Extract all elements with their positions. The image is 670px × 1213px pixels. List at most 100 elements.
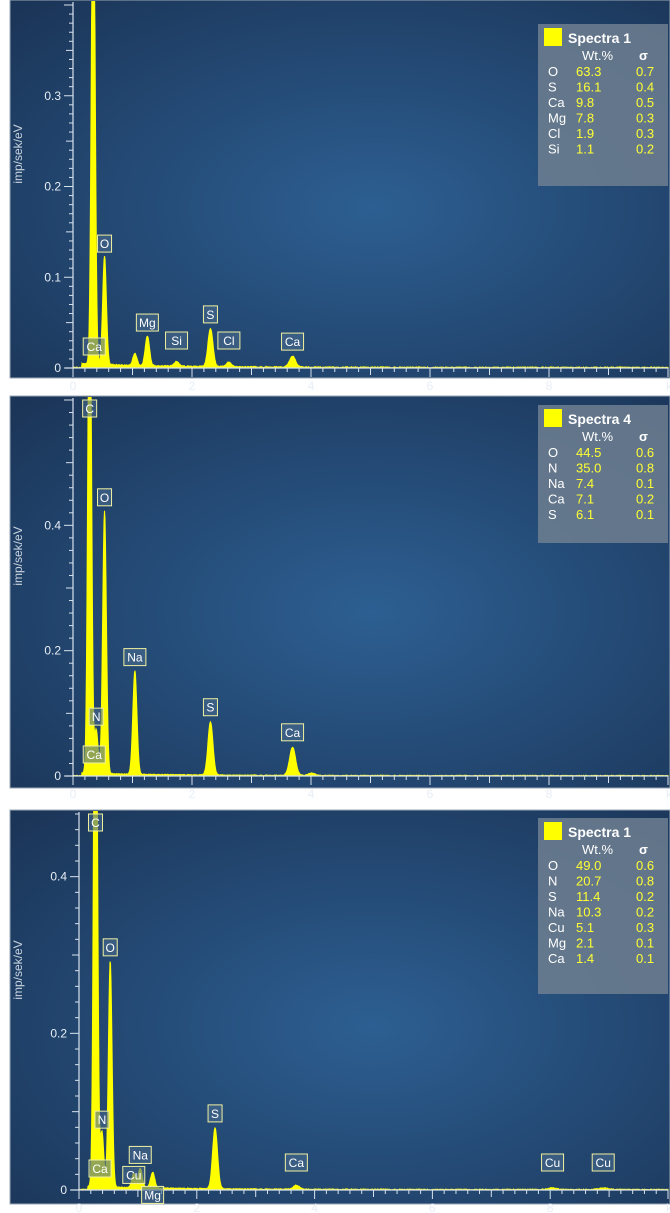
legend: Spectra 4 Wt.% σ O 44.5 0.6 N 35.0 0.8 Na 7.4 0.1 Ca… bbox=[538, 405, 668, 543]
peak-label: S bbox=[211, 1107, 219, 1121]
legend-element: N bbox=[548, 461, 557, 476]
legend-title: Spectra 1 bbox=[568, 30, 631, 46]
peak-label: Ca bbox=[285, 726, 301, 740]
peak-label-box bbox=[97, 488, 113, 507]
y-axis-label: imp/sek/eV bbox=[11, 940, 25, 999]
y-tick-label: 0 bbox=[60, 1183, 67, 1197]
legend-sigma-value: 0.2 bbox=[636, 492, 654, 507]
x-tick-label: 0 bbox=[70, 379, 77, 393]
legend-swatch bbox=[544, 409, 562, 427]
legend-wt-value: 7.4 bbox=[576, 476, 594, 491]
legend-sigma-value: 0.1 bbox=[636, 951, 654, 966]
peak-label: Na bbox=[133, 1148, 149, 1162]
x-tick-label: 2 bbox=[193, 1201, 200, 1213]
peak-label: Mg bbox=[144, 1188, 161, 1202]
legend-element: O bbox=[548, 858, 558, 873]
legend-wt-value: 7.1 bbox=[576, 492, 594, 507]
x-tick-label: 0 bbox=[70, 787, 77, 801]
peak-label-box bbox=[88, 1159, 112, 1178]
peak-label-box bbox=[82, 399, 98, 418]
legend-wt-value: 5.1 bbox=[576, 920, 594, 935]
peak-label: Ca bbox=[285, 335, 301, 349]
legend: Spectra 1 Wt.% σ O 63.3 0.7 S 16.1 0.4 Ca 9.8 0.5 Mg… bbox=[538, 24, 668, 186]
legend-element: Cl bbox=[548, 126, 560, 141]
peak-label-box bbox=[207, 1104, 223, 1123]
legend-sigma-value: 0.3 bbox=[636, 126, 654, 141]
peak-label-box bbox=[284, 1153, 308, 1172]
peak-label-box bbox=[88, 707, 104, 726]
peak-label: Ca bbox=[87, 340, 103, 354]
peak-label-box bbox=[87, 813, 103, 832]
peak-label: C bbox=[91, 816, 100, 830]
x-axis-label: keV bbox=[666, 1201, 670, 1213]
legend-sigma-value: 0.7 bbox=[636, 64, 654, 79]
legend-element: Na bbox=[548, 476, 565, 491]
peak-label: Ca bbox=[92, 1162, 108, 1176]
legend-element: Cu bbox=[548, 920, 565, 935]
legend-header-wt: Wt.% bbox=[582, 429, 613, 444]
peak-label: Cl bbox=[223, 334, 234, 348]
legend-wt-value: 1.4 bbox=[576, 951, 594, 966]
x-tick-label: 4 bbox=[308, 379, 315, 393]
legend-header-sigma: σ bbox=[639, 842, 648, 857]
peak-label-box bbox=[97, 234, 113, 253]
y-tick-label: 0.1 bbox=[44, 270, 61, 284]
peak-label-box bbox=[82, 745, 106, 764]
peak-label-box bbox=[202, 305, 218, 324]
y-tick-label: 0.4 bbox=[44, 518, 61, 532]
legend-wt-value: 9.8 bbox=[576, 95, 594, 110]
peak-label-box bbox=[94, 1110, 110, 1129]
x-tick-label: 0 bbox=[76, 1201, 83, 1213]
legend-element: Ca bbox=[548, 492, 565, 507]
legend-title: Spectra 4 bbox=[568, 411, 631, 427]
legend-wt-value: 6.1 bbox=[576, 507, 594, 522]
legend-sigma-value: 0.2 bbox=[636, 889, 654, 904]
peak-label: C bbox=[85, 402, 94, 416]
peak-label: Cu bbox=[545, 1156, 560, 1170]
legend-background bbox=[538, 24, 668, 186]
spectrum-panel-3: 02468keV00.20.4imp/sek/eVCONaCuNCaMgSCaC… bbox=[9, 809, 670, 1213]
legend-element: N bbox=[548, 874, 557, 889]
spectrum-panel-1: 02468keV00.10.20.3imp/sek/eVOCaMgSiSClCa… bbox=[9, 0, 670, 393]
legend-header-wt: Wt.% bbox=[582, 48, 613, 63]
legend-sigma-value: 0.1 bbox=[636, 476, 654, 491]
legend-wt-value: 1.9 bbox=[576, 126, 594, 141]
legend-element: Ca bbox=[548, 95, 565, 110]
peak-label-box bbox=[281, 723, 305, 742]
legend-background bbox=[538, 818, 668, 994]
legend-element: O bbox=[548, 64, 558, 79]
y-axis-label: imp/sek/eV bbox=[11, 526, 25, 585]
legend-element: Na bbox=[548, 905, 565, 920]
legend-sigma-value: 0.3 bbox=[636, 920, 654, 935]
peak-label-box bbox=[82, 337, 106, 356]
x-tick-label: 8 bbox=[546, 379, 553, 393]
legend-sigma-value: 0.6 bbox=[636, 858, 654, 873]
y-tick-label: 0.4 bbox=[50, 870, 67, 884]
peak-label-box bbox=[217, 331, 241, 350]
x-axis-label: keV bbox=[666, 379, 670, 393]
peak-label: N bbox=[98, 1113, 107, 1127]
legend-wt-value: 1.1 bbox=[576, 142, 594, 157]
peak-label: N bbox=[92, 710, 101, 724]
legend-wt-value: 7.8 bbox=[576, 111, 594, 126]
peak-label-box bbox=[141, 1185, 165, 1204]
x-tick-label: 4 bbox=[311, 1201, 318, 1213]
peak-label: Cu bbox=[126, 1168, 141, 1182]
legend-sigma-value: 0.8 bbox=[636, 461, 654, 476]
legend-swatch bbox=[544, 822, 562, 840]
peak-label: Ca bbox=[87, 748, 103, 762]
legend-wt-value: 2.1 bbox=[576, 936, 594, 951]
legend-wt-value: 11.4 bbox=[576, 889, 600, 904]
x-tick-label: 2 bbox=[189, 379, 196, 393]
peak-label: Ca bbox=[289, 1156, 305, 1170]
y-tick-label: 0.2 bbox=[44, 180, 61, 194]
legend-element: S bbox=[548, 889, 557, 904]
legend-sigma-value: 0.4 bbox=[636, 80, 654, 95]
legend-element: O bbox=[548, 445, 558, 460]
legend-wt-value: 63.3 bbox=[576, 64, 601, 79]
legend-sigma-value: 0.2 bbox=[636, 905, 654, 920]
legend-sigma-value: 0.5 bbox=[636, 95, 654, 110]
legend-element: Ca bbox=[548, 951, 565, 966]
legend-header-wt: Wt.% bbox=[582, 842, 613, 857]
